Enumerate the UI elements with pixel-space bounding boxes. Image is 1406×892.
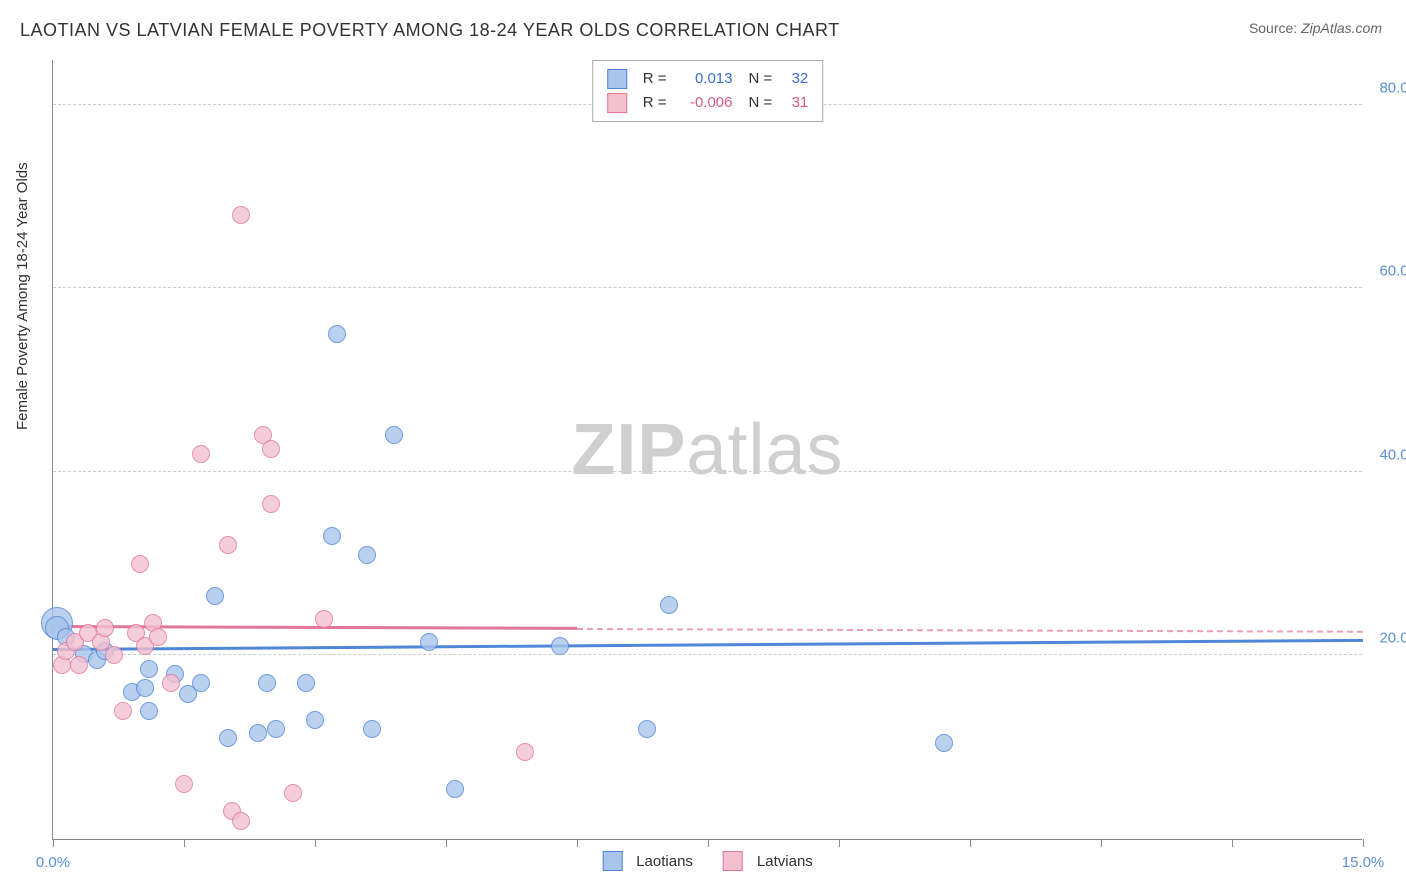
legend-swatch [723,851,743,871]
legend-series-label: Latvians [757,853,813,870]
legend-n-value: 31 [778,91,808,115]
legend-n-label: N = [749,91,773,115]
scatter-point [306,711,324,729]
legend-r-label: R = [643,91,667,115]
scatter-point [162,674,180,692]
scatter-point [358,546,376,564]
scatter-point [638,720,656,738]
legend-swatch [602,851,622,871]
scatter-point [363,720,381,738]
scatter-point [262,495,280,513]
legend-r-value: -0.006 [673,91,733,115]
source-label: Source: [1249,20,1297,36]
scatter-point [140,702,158,720]
scatter-point [192,445,210,463]
x-tick [577,839,578,847]
scatter-point [258,674,276,692]
watermark: ZIPatlas [571,409,843,491]
scatter-point [516,743,534,761]
y-axis-label: Female Poverty Among 18-24 Year Olds [14,162,31,430]
scatter-point [192,674,210,692]
scatter-point [385,426,403,444]
trend-line [53,639,1363,651]
x-tick [1363,839,1364,847]
scatter-point [551,637,569,655]
y-tick-label: 40.0% [1379,446,1406,463]
x-tick [53,839,54,847]
x-tick [446,839,447,847]
legend-swatch [607,69,627,89]
scatter-point [249,724,267,742]
scatter-point [70,656,88,674]
scatter-point [446,780,464,798]
scatter-point [136,679,154,697]
gridline [53,471,1362,472]
legend-r-label: R = [643,67,667,91]
y-tick-label: 20.0% [1379,630,1406,647]
x-tick-label: 15.0% [1342,854,1385,871]
scatter-point [297,674,315,692]
scatter-point [131,555,149,573]
scatter-chart: ZIPatlas R =0.013N =32R =-0.006N =31 Lao… [52,60,1362,840]
x-tick-label: 0.0% [36,854,70,871]
legend-swatch [607,93,627,113]
scatter-point [323,527,341,545]
scatter-point [328,325,346,343]
scatter-point [105,646,123,664]
watermark-light: atlas [686,410,843,490]
scatter-point [232,206,250,224]
scatter-point [140,660,158,678]
legend-series-label: Laotians [636,853,693,870]
legend-stats-row: R =-0.006 N =31 [607,91,809,115]
x-tick [970,839,971,847]
scatter-point [660,596,678,614]
y-tick-label: 80.0% [1379,79,1406,96]
source-value: ZipAtlas.com [1301,20,1382,36]
scatter-point [219,536,237,554]
scatter-point [114,702,132,720]
x-tick [708,839,709,847]
legend-stats-row: R =0.013 N =32 [607,67,809,91]
scatter-point [96,619,114,637]
x-tick [184,839,185,847]
x-tick [315,839,316,847]
legend-n-value: 32 [778,67,808,91]
x-tick [1232,839,1233,847]
x-tick [839,839,840,847]
scatter-point [284,784,302,802]
legend-r-value: 0.013 [673,67,733,91]
gridline [53,654,1362,655]
legend-stats-box: R =0.013 N =32 R =-0.006 N =31 [592,60,824,122]
scatter-point [315,610,333,628]
scatter-point [935,734,953,752]
legend-series-item: Laotians [602,851,693,871]
x-tick [1101,839,1102,847]
scatter-point [206,587,224,605]
gridline [53,287,1362,288]
scatter-point [149,628,167,646]
scatter-point [219,729,237,747]
legend-n-label: N = [749,67,773,91]
scatter-point [267,720,285,738]
scatter-point [175,775,193,793]
trend-line-dashed [577,628,1363,633]
legend-series: Laotians Latvians [602,851,813,871]
watermark-bold: ZIP [571,410,686,490]
legend-series-item: Latvians [723,851,813,871]
scatter-point [232,812,250,830]
y-tick-label: 60.0% [1379,263,1406,280]
chart-title: LAOTIAN VS LATVIAN FEMALE POVERTY AMONG … [20,20,840,41]
source-attribution: Source: ZipAtlas.com [1249,20,1382,36]
scatter-point [262,440,280,458]
scatter-point [420,633,438,651]
